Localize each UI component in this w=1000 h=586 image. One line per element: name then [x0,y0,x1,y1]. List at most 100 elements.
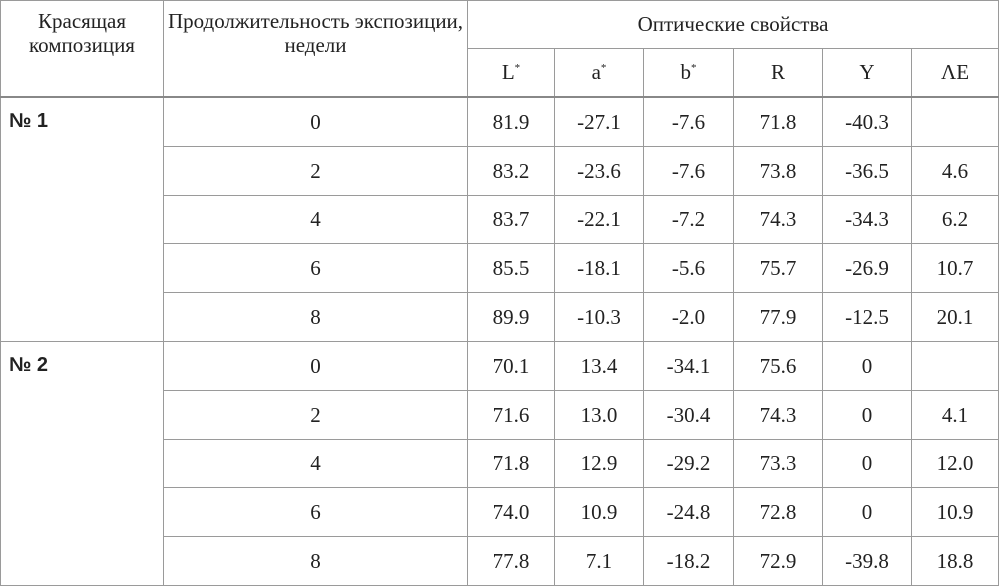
header-cell: ΛE [910,48,1000,98]
table-cell: 18.8 [910,536,1000,586]
table-row: 8 89.9 -10.3 -2.0 77.9 -12.5 20.1 [1,292,1000,342]
table-cell: 4 [163,438,468,489]
table-cell: 85.5 [467,243,555,294]
table-cell: 0 [822,487,912,538]
header-cell: a* [554,48,644,98]
table-cell: 72.8 [733,487,823,538]
table-row: № 2 0 70.1 13.4 -34.1 75.6 0 [0,340,1000,586]
table-cell: 73.8 [733,145,823,196]
table-cell: -2.0 [643,292,734,342]
table-body: № 1 0 81.9 -27.1 -7.6 71.8 -40.3 2 83.2 -23.6 -7.6… [0,96,1000,586]
table-cell [910,340,1000,391]
table-cell: -23.6 [554,145,644,196]
table-cell: -26.9 [822,243,912,294]
table-cell: 13.0 [554,389,644,440]
table-cell: -24.8 [643,487,734,538]
table-cell: 75.7 [733,243,823,294]
table-cell: -7.6 [643,145,734,196]
table-cell: -5.6 [643,243,734,294]
group-cell: № 1 [0,96,164,342]
table-cell: 74.0 [467,487,555,538]
column-superscript: * [514,62,521,75]
column-name: Y [859,60,875,85]
table-cell: -39.8 [822,536,912,586]
table-cell: 20.1 [910,292,1000,342]
table-cell: 8 [163,536,468,586]
header-row: L* a* b* R Y ΛE [1,48,1000,98]
table-cell: 10.9 [910,487,1000,538]
table-cell: -12.5 [822,292,912,342]
table-cell: 77.9 [733,292,823,342]
table-cell: 74.3 [733,194,823,245]
table-cell: 71.6 [467,389,555,440]
table-cell: -18.2 [643,536,734,586]
table-cell: 13.4 [554,340,644,391]
table-cell: 7.1 [554,536,644,586]
table-cell: -34.3 [822,194,912,245]
header-row: Красящая композиция Продолжительность эк… [0,0,1000,98]
table-cell: -34.1 [643,340,734,391]
table-header: Красящая композиция Продолжительность эк… [0,0,1000,98]
table-row: 2 83.2 -23.6 -7.6 73.8 -36.5 4.6 [1,145,1000,196]
table-cell: 10.9 [554,487,644,538]
table-cell: -36.5 [822,145,912,196]
table-row: 2 71.6 13.0 -30.4 74.3 0 4.1 [1,389,1000,440]
table-cell: 70.1 [467,340,555,391]
table-cell: 6.2 [910,194,1000,245]
table-cell: -29.2 [643,438,734,489]
column-name: b [680,60,692,85]
table-cell: 10.7 [910,243,1000,294]
table-cell: 0 [822,340,912,391]
table-cell: 71.8 [467,438,555,489]
table-cell [910,96,1000,147]
header-cell: L* [467,48,555,98]
column-name: ΛE [940,60,970,85]
table-cell: -7.2 [643,194,734,245]
column-name: R [770,60,785,85]
table-cell: 75.6 [733,340,823,391]
header-cell: Красящая композиция [0,0,164,98]
column-superscript: * [691,62,697,75]
table-cell: 0 [163,340,468,391]
header-cell: Оптические свойства [466,0,1000,49]
table-cell: 2 [163,389,468,440]
table-cell: 73.3 [733,438,823,489]
table-cell: 0 [822,389,912,440]
table-row: № 1 0 81.9 -27.1 -7.6 71.8 -40.3 [0,96,1000,342]
table-cell: 83.7 [467,194,555,245]
table-cell: 12.0 [910,438,1000,489]
header-cell: Продолжительность экспозиции, недели [163,0,468,98]
table-cell: 2 [163,145,468,196]
table-row: 8 77.8 7.1 -18.2 72.9 -39.8 18.8 [1,536,1000,586]
table-cell: -10.3 [554,292,644,342]
header-cell: R [733,48,823,98]
table-cell: -18.1 [554,243,644,294]
table-cell: -22.1 [554,194,644,245]
table-cell: 77.8 [467,536,555,586]
table-cell: -7.6 [643,96,734,147]
column-superscript: * [600,62,607,75]
header-cell: b* [643,48,734,98]
table-cell: 4 [163,194,468,245]
table-cell: 74.3 [733,389,823,440]
table-row: 4 71.8 12.9 -29.2 73.3 0 12.0 [1,438,1000,489]
table-cell: -30.4 [643,389,734,440]
table-cell: 0 [822,438,912,489]
table-cell: 83.2 [467,145,555,196]
group-cell: № 2 [0,340,164,586]
table-cell: 4.6 [910,145,1000,196]
table-cell: 71.8 [733,96,823,147]
table-cell: 8 [163,292,468,342]
table-cell: 72.9 [733,536,823,586]
table-cell: -40.3 [822,96,912,147]
table-cell: 89.9 [467,292,555,342]
table-row: 6 85.5 -18.1 -5.6 75.7 -26.9 10.7 [1,243,1000,294]
table-cell: 0 [163,96,468,147]
table-cell: 81.9 [467,96,555,147]
column-name: L [501,60,515,85]
table-cell: 12.9 [554,438,644,489]
column-name: a [591,60,601,85]
header-cell: Y [822,48,912,98]
